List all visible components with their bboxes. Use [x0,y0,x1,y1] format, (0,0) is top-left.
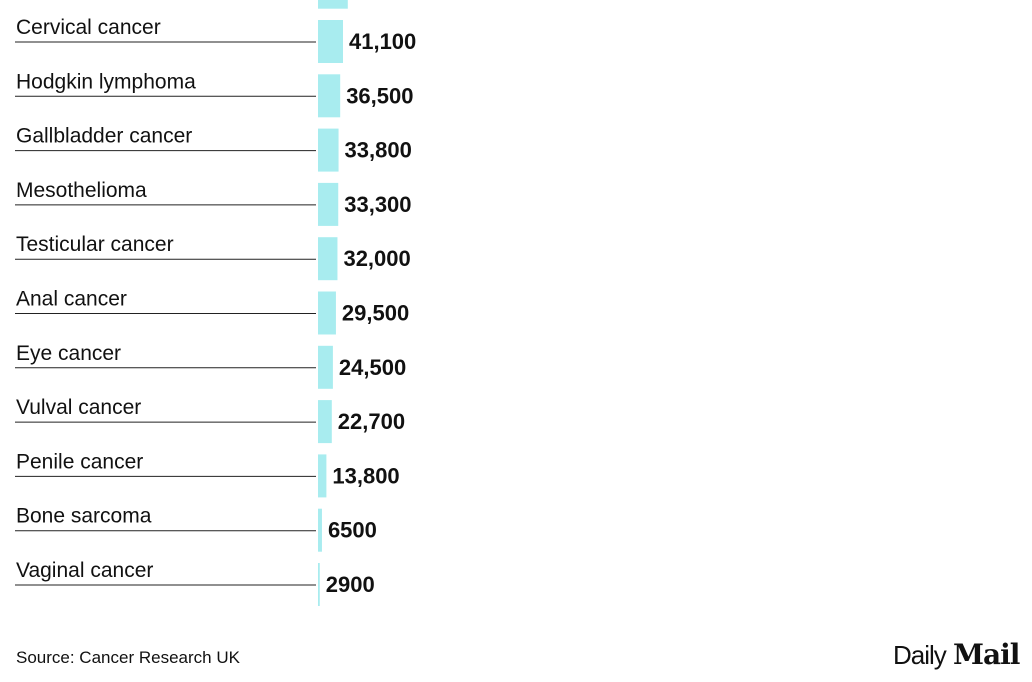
logo-daily: Daily [893,640,947,670]
value-label: 29,500 [342,301,409,326]
logo-mail: Mail [953,638,1020,671]
category-label: Eye cancer [16,342,121,365]
bar [318,291,336,335]
bar [318,237,338,281]
bar [318,563,320,606]
value-label: 22,700 [338,409,405,434]
value-label: 41,100 [349,29,416,54]
bar [318,454,327,498]
value-label: 33,800 [345,138,412,163]
bar [318,74,341,118]
category-label: Gallbladder cancer [16,125,192,148]
bar [318,182,339,226]
category-label: Testicular cancer [16,233,174,256]
value-label: 2900 [326,572,375,597]
source-note: Source: Cancer Research UK [16,648,241,667]
category-label: Hodgkin lymphoma [16,70,196,93]
category-label: Anal cancer [16,288,127,311]
category-label: Mesothelioma [16,179,147,202]
value-label: 13,800 [332,463,399,488]
category-label: Vulval cancer [16,396,141,419]
value-label: 6500 [328,518,377,543]
category-label: Bone sarcoma [16,505,152,528]
value-label: 33,300 [344,192,411,217]
bar [318,20,343,63]
bar [318,128,339,172]
bar [318,400,332,444]
category-label: Penile cancer [16,450,143,473]
bar [318,508,322,552]
value-label: 24,500 [339,355,406,380]
bar [318,0,348,9]
value-label: 36,500 [346,83,413,108]
category-label: Vaginal cancer [16,559,153,582]
value-label: 32,000 [343,246,410,271]
category-label: Cervical cancer [16,16,161,39]
bar [318,345,333,389]
